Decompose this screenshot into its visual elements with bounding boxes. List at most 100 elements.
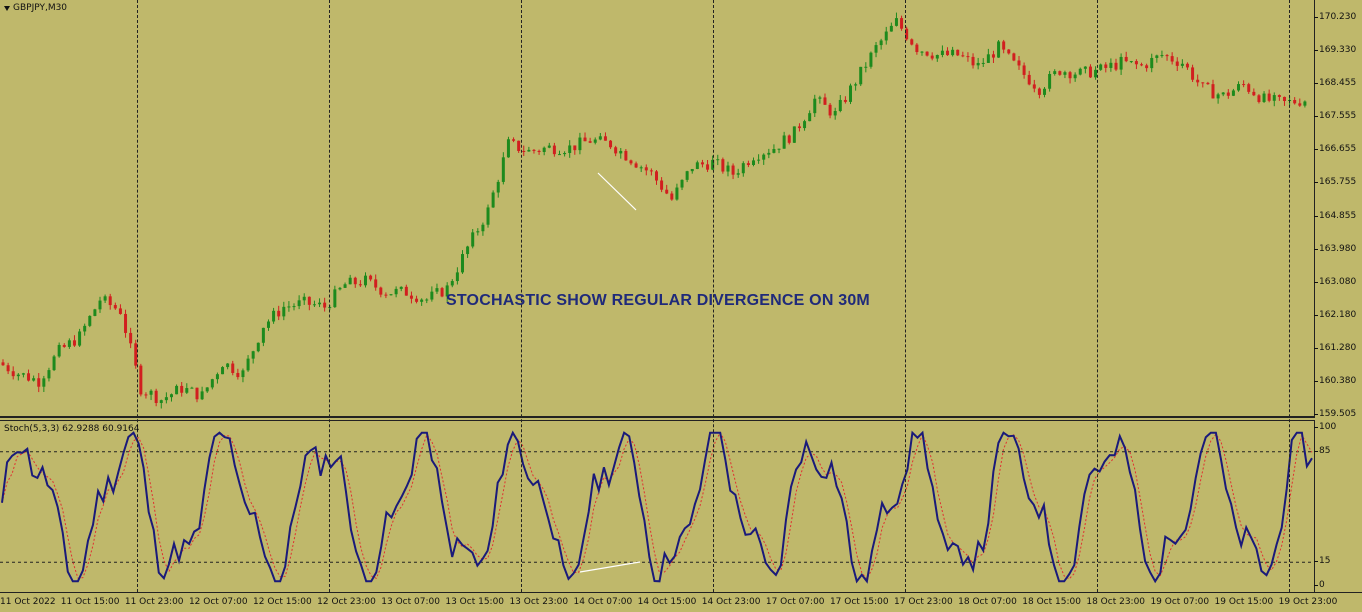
candle-body: [394, 288, 398, 295]
candle-body: [430, 291, 434, 300]
candle-body: [879, 40, 883, 46]
stochastic-scale[interactable]: 100 85 15 0: [1313, 420, 1362, 592]
day-separator: [1097, 0, 1098, 592]
price-chart-pane[interactable]: GBPJPY,M30 STOCHASTIC SHOW REGULAR DIVER…: [0, 0, 1314, 418]
candle-body: [746, 163, 750, 165]
candle-body: [1119, 56, 1123, 70]
candle-body: [772, 149, 776, 153]
candle-body: [1109, 62, 1113, 68]
candle-body: [215, 374, 219, 380]
candle-body: [563, 153, 567, 155]
candle-body: [297, 300, 301, 307]
price-tick-label: 166.655: [1313, 144, 1357, 155]
stochastic-tick-label: 100: [1313, 422, 1337, 432]
day-separator: [521, 0, 522, 592]
candle-body: [164, 397, 168, 401]
candle-body: [660, 180, 664, 190]
candle-body: [506, 139, 510, 158]
candle-body: [1267, 93, 1271, 101]
candle-body: [1134, 61, 1138, 65]
candle-body: [205, 387, 209, 392]
price-divergence-line: [597, 172, 637, 211]
candle-body: [1124, 56, 1128, 62]
candle-body: [782, 135, 786, 149]
candle-body: [256, 342, 260, 352]
candle-body: [1022, 65, 1026, 75]
candle-body: [940, 50, 944, 55]
candle-body: [261, 327, 265, 343]
stochastic-tick-label: 15: [1313, 556, 1331, 567]
stochastic-pane[interactable]: Stoch(5,3,3) 62.9288 60.9164: [0, 420, 1314, 593]
price-tick-label: 164.855: [1313, 210, 1357, 221]
candle-body: [859, 66, 863, 85]
candle-body: [971, 56, 975, 66]
candle-body: [343, 284, 347, 288]
candle-body: [221, 367, 225, 375]
candle-body: [318, 302, 322, 305]
stochastic-signal-line: [1, 431, 1313, 581]
candle-body: [991, 54, 995, 58]
candle-body: [292, 306, 296, 308]
price-tick-label: 160.380: [1313, 375, 1357, 386]
candle-body: [522, 150, 526, 152]
candle-body: [894, 18, 898, 26]
candle-body: [1196, 79, 1200, 83]
time-axis[interactable]: 11 Oct 2022 11 Oct 15:00 11 Oct 23:00 12 Oc…: [0, 592, 1362, 612]
candle-body: [598, 136, 602, 140]
candle-body: [609, 140, 613, 148]
price-scale[interactable]: 170.230 169.330 168.455 167.555 166.655 165.7…: [1313, 0, 1362, 419]
candle-body: [1180, 63, 1184, 66]
candle-body: [741, 163, 745, 174]
candle-body: [1032, 84, 1036, 89]
candle-body: [1099, 64, 1103, 70]
price-tick-label: 159.505: [1313, 409, 1357, 419]
candle-body: [619, 150, 623, 154]
candle-body: [706, 164, 710, 170]
candle-body: [312, 304, 316, 306]
candle-body: [169, 394, 173, 398]
candle-body: [139, 365, 143, 395]
time-label: 11 Oct 23:00: [124, 597, 184, 607]
candle-body: [762, 154, 766, 160]
candle-body: [1216, 94, 1220, 99]
candle-body: [466, 246, 470, 255]
candle-body: [573, 145, 577, 151]
candle-body: [118, 308, 122, 314]
candle-body: [634, 163, 638, 168]
candle-body: [379, 287, 383, 295]
price-tick-label: 165.755: [1313, 177, 1357, 188]
candle-body: [1303, 101, 1307, 106]
price-tick-label: 168.455: [1313, 78, 1357, 89]
candle-body: [1129, 61, 1133, 63]
candle-body: [333, 289, 337, 308]
time-label: 12 Oct 07:00: [188, 597, 248, 607]
candle-body: [670, 193, 674, 200]
candle-body: [1242, 84, 1246, 86]
candle-body: [644, 167, 648, 171]
candle-body: [1298, 103, 1302, 106]
candle-body: [16, 374, 20, 377]
candle-body: [854, 84, 858, 86]
candle-body: [389, 294, 393, 296]
candle-body: [415, 298, 419, 302]
candle-body: [1201, 82, 1205, 84]
candle-body: [1, 362, 5, 366]
candle-body: [108, 296, 112, 306]
time-label: 19 Oct 23:00: [1278, 597, 1338, 607]
candle-body: [874, 45, 878, 53]
price-tick-label: 170.230: [1313, 12, 1357, 22]
candle-body: [1155, 55, 1159, 58]
candle-body: [134, 343, 138, 366]
candle-body: [736, 173, 740, 175]
candle-body: [976, 62, 980, 66]
candle-body: [210, 379, 214, 388]
price-tick-label: 169.330: [1313, 45, 1357, 56]
candle-body: [420, 299, 424, 302]
candle-body: [129, 332, 133, 344]
candle-body: [231, 363, 235, 373]
candle-body: [1007, 49, 1011, 54]
candle-body: [557, 154, 561, 156]
candle-body: [481, 224, 485, 232]
candle-body: [905, 28, 909, 40]
time-label: 11 Oct 15:00: [60, 597, 120, 607]
